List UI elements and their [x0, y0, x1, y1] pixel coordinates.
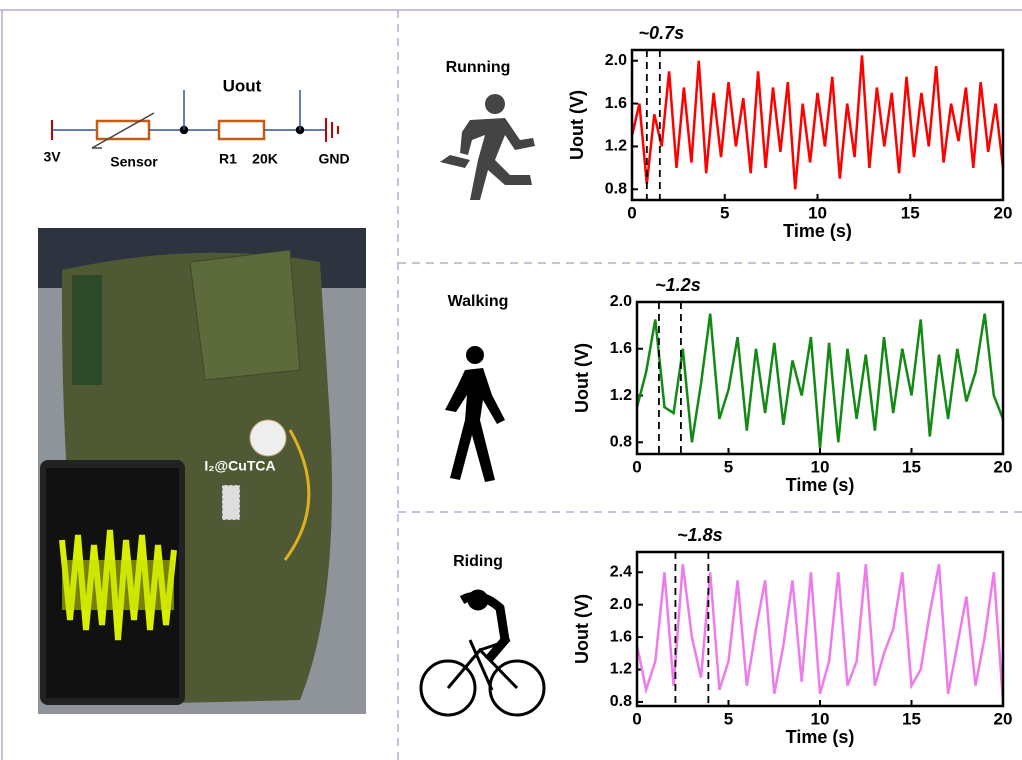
x-tick-label: 5 — [724, 457, 733, 476]
y-tick-label: 1.6 — [605, 95, 627, 112]
y-tick-label: 0.8 — [610, 434, 632, 451]
circuit — [52, 90, 338, 148]
photo — [38, 228, 366, 714]
y-tick-label: 1.2 — [605, 138, 627, 155]
y-axis-label: Uout (V) — [567, 90, 587, 160]
period-annotation: ~1.2s — [655, 275, 701, 295]
running-icon — [440, 94, 535, 200]
panel-title: Riding — [453, 553, 503, 570]
circuit-label: 20K — [252, 151, 278, 167]
x-axis-label: Time (s) — [786, 475, 855, 495]
x-tick-label: 10 — [811, 457, 830, 476]
y-tick-label: 2.0 — [610, 293, 632, 310]
y-tick-label: 1.6 — [610, 340, 632, 357]
x-axis-label: Time (s) — [783, 221, 852, 241]
circuit-label: Sensor — [110, 154, 158, 170]
x-tick-label: 20 — [994, 709, 1013, 728]
y-tick-label: 1.2 — [610, 387, 632, 404]
x-tick-label: 5 — [720, 203, 729, 222]
data-line — [637, 564, 1003, 702]
y-tick-label: 0.8 — [610, 693, 632, 710]
data-line — [637, 314, 1003, 449]
y-axis-label: Uout (V) — [572, 594, 592, 664]
y-tick-label: 2.4 — [610, 563, 632, 580]
x-tick-label: 0 — [627, 203, 636, 222]
photo-label: I₂@CuTCA — [204, 458, 275, 474]
circuit-label: 3V — [43, 149, 61, 165]
x-tick-label: 15 — [902, 457, 921, 476]
period-annotation: ~0.7s — [639, 23, 685, 43]
y-tick-label: 2.0 — [610, 596, 632, 613]
y-tick-label: 0.8 — [605, 181, 627, 198]
x-tick-label: 5 — [724, 709, 733, 728]
figure: Uout 3V Sensor R1 20K GND I₂@CuTCA Runni… — [0, 0, 1022, 760]
x-tick-label: 0 — [632, 457, 641, 476]
riding-icon — [421, 591, 544, 715]
panel-title: Walking — [448, 293, 509, 310]
y-tick-label: 1.6 — [610, 628, 632, 645]
x-tick-label: 10 — [811, 709, 830, 728]
walking-icon — [445, 346, 505, 482]
x-tick-label: 15 — [902, 709, 921, 728]
x-tick-label: 20 — [994, 203, 1013, 222]
period-annotation: ~1.8s — [677, 525, 723, 545]
panel-title: Running — [446, 59, 511, 76]
circuit-label: Uout — [223, 76, 262, 95]
y-tick-label: 1.2 — [610, 661, 632, 678]
y-tick-label: 2.0 — [605, 52, 627, 69]
y-axis-label: Uout (V) — [572, 343, 592, 413]
x-tick-label: 10 — [808, 203, 827, 222]
x-tick-label: 0 — [632, 709, 641, 728]
circuit-label: GND — [318, 151, 349, 167]
x-axis-label: Time (s) — [786, 727, 855, 747]
x-tick-label: 15 — [901, 203, 920, 222]
data-line — [632, 55, 1003, 189]
x-tick-label: 20 — [994, 457, 1013, 476]
circuit-label: R1 — [219, 151, 237, 167]
